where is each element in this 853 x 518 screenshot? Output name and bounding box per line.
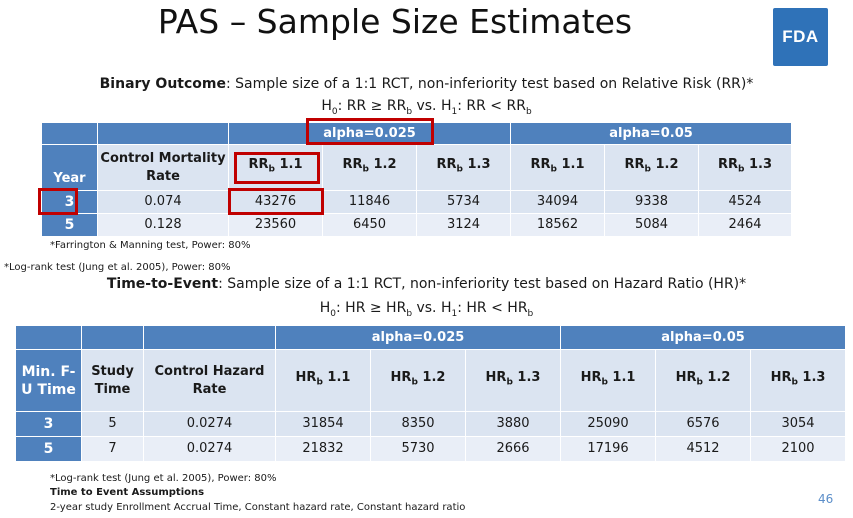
binary-rate-cell: 0.074 xyxy=(97,190,229,214)
binary-value-cell: 11846 xyxy=(322,190,417,214)
binary-value-cell: 3124 xyxy=(415,213,512,237)
table-row: 5 0.128 23560 6450 3124 18562 5084 2464 xyxy=(41,213,793,237)
tte-alpha-025: alpha=0.025 xyxy=(274,325,562,350)
tte-corner-3 xyxy=(143,325,276,350)
binary-subtitle: Binary Outcome: Sample size of a 1:1 RCT… xyxy=(0,76,853,92)
tte-value-cell: 21832 xyxy=(275,436,371,462)
fda-logo-text: FDA xyxy=(782,27,819,46)
tte-col-study: Study Time xyxy=(81,349,144,412)
page-number: 46 xyxy=(818,492,834,506)
tte-hypothesis: H0: HR ≥ HRb vs. H1: HR < HRb xyxy=(319,300,534,319)
tte-rate-cell: 0.0274 xyxy=(143,411,276,437)
binary-alpha-025: alpha=0.025 xyxy=(227,122,512,145)
tte-subtitle-bold: Time-to-Event xyxy=(106,276,219,292)
highlight-alpha-box xyxy=(306,118,434,145)
binary-corner2 xyxy=(97,122,229,145)
binary-value-cell: 23560 xyxy=(228,213,323,237)
fda-logo: FDA xyxy=(773,8,828,66)
binary-table: alpha=0.025 alpha=0.05 Year Control Mort… xyxy=(41,122,793,237)
tte-value-cell: 17196 xyxy=(560,436,657,462)
hr-header-5: HRb 1.2 xyxy=(655,349,752,412)
tte-value-cell: 4512 xyxy=(655,436,752,462)
tte-value-cell: 6576 xyxy=(655,411,752,437)
table-row: 3 0.074 43276 11846 5734 34094 9338 4524 xyxy=(41,190,793,214)
tte-corner-1 xyxy=(15,325,82,350)
tte-corner-2 xyxy=(81,325,144,350)
binary-value-cell: 5734 xyxy=(415,190,512,214)
binary-value-cell: 6450 xyxy=(322,213,417,237)
tte-col-minfu: Min. F-U Time xyxy=(15,349,82,412)
tte-assumptions-text: 2-year study Enrollment Accrual Time, Co… xyxy=(50,502,466,513)
tte-value-cell: 2100 xyxy=(750,436,847,462)
tte-col-control: Control Hazard Rate xyxy=(143,349,276,412)
rr-header-5: RRb 1.2 xyxy=(604,144,700,191)
binary-year-cell: 3 xyxy=(41,190,98,214)
tte-value-cell: 25090 xyxy=(560,411,657,437)
tte-value-cell: 3880 xyxy=(464,411,562,437)
binary-col-control: Control Mortality Rate xyxy=(97,144,229,191)
binary-value-cell: 4524 xyxy=(698,190,793,214)
hr-header-6: HRb 1.3 xyxy=(750,349,847,412)
binary-value-cell: 2464 xyxy=(698,213,793,237)
hr-header-1: HRb 1.1 xyxy=(275,349,371,412)
binary-subtitle-bold: Binary Outcome xyxy=(99,76,226,92)
tte-minfu-cell: 3 xyxy=(15,411,82,437)
binary-value-cell: 9338 xyxy=(604,190,700,214)
binary-footnote: *Farrington & Manning test, Power: 80% xyxy=(50,240,251,251)
binary-year-cell: 5 xyxy=(41,213,98,237)
tte-value-cell: 2666 xyxy=(464,436,562,462)
binary-value-cell: 43276 xyxy=(228,190,323,214)
tte-footnote: *Log-rank test (Jung et al. 2005), Power… xyxy=(50,473,277,484)
tte-table: alpha=0.025 alpha=0.05 Min. F-U Time Stu… xyxy=(15,325,847,462)
highlight-value-box xyxy=(228,188,324,215)
binary-subtitle-text: : Sample size of a 1:1 RCT, non-inferior… xyxy=(226,76,754,92)
table-row: 5 7 0.0274 21832 5730 2666 17196 4512 21… xyxy=(15,436,847,462)
hr-header-3: HRb 1.3 xyxy=(464,349,562,412)
hr-header-2: HRb 1.2 xyxy=(370,349,466,412)
tte-study-cell: 7 xyxy=(81,436,144,462)
hr-header-4: HRb 1.1 xyxy=(560,349,657,412)
tte-minfu-cell: 5 xyxy=(15,436,82,462)
highlight-rr-box xyxy=(234,152,320,184)
binary-footnote-2: *Log-rank test (Jung et al. 2005), Power… xyxy=(4,262,231,273)
tte-value-cell: 8350 xyxy=(370,411,466,437)
binary-value-cell: 34094 xyxy=(510,190,606,214)
tte-value-cell: 5730 xyxy=(370,436,466,462)
tte-study-cell: 5 xyxy=(81,411,144,437)
tte-subtitle: Time-to-Event: Sample size of a 1:1 RCT,… xyxy=(0,276,853,292)
tte-assumptions-title: Time to Event Assumptions xyxy=(50,487,205,498)
table-row: 3 5 0.0274 31854 8350 3880 25090 6576 30… xyxy=(15,411,847,437)
tte-value-cell: 31854 xyxy=(275,411,371,437)
rr-header-2: RRb 1.2 xyxy=(322,144,417,191)
highlight-year-box xyxy=(38,188,78,215)
tte-subtitle-text: : Sample size of a 1:1 RCT, non-inferior… xyxy=(218,276,747,292)
rr-header-4: RRb 1.1 xyxy=(510,144,606,191)
binary-alpha-05: alpha=0.05 xyxy=(510,122,793,145)
rr-header-3: RRb 1.3 xyxy=(415,144,512,191)
rr-header-6: RRb 1.3 xyxy=(698,144,793,191)
binary-rate-cell: 0.128 xyxy=(97,213,229,237)
tte-alpha-05: alpha=0.05 xyxy=(560,325,847,350)
binary-corner xyxy=(41,122,98,145)
tte-value-cell: 3054 xyxy=(750,411,847,437)
binary-col-year: Year xyxy=(41,144,98,191)
binary-value-cell: 18562 xyxy=(510,213,606,237)
page-title: PAS – Sample Size Estimates xyxy=(157,2,633,41)
tte-rate-cell: 0.0274 xyxy=(143,436,276,462)
binary-value-cell: 5084 xyxy=(604,213,700,237)
binary-hypothesis: H0: RR ≥ RRb vs. H1: RR < RRb xyxy=(321,98,532,117)
